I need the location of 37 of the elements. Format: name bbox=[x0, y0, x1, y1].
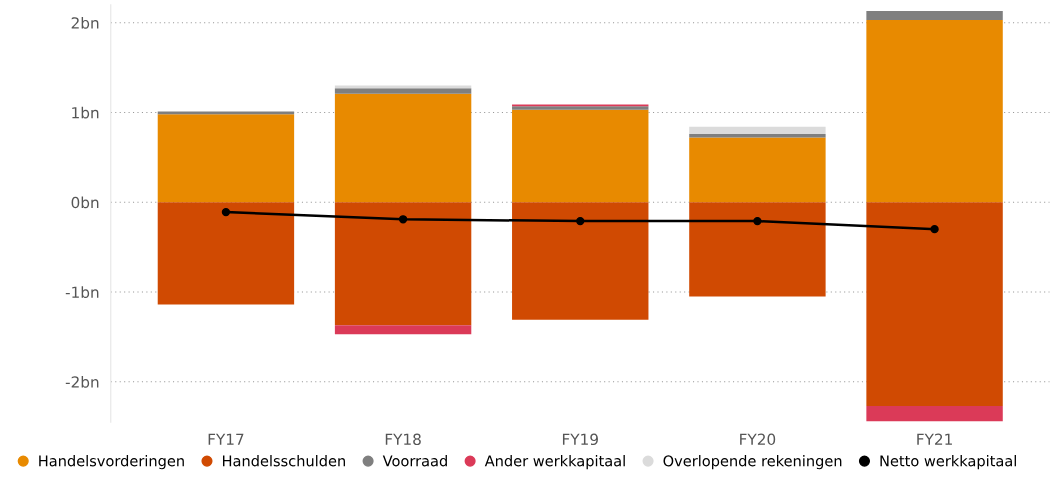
legend-label: Voorraad bbox=[382, 455, 447, 467]
point bbox=[930, 224, 939, 234]
bar bbox=[334, 93, 472, 203]
bar bbox=[866, 202, 1003, 406]
y-tick-label: 2bn bbox=[71, 16, 99, 29]
bar bbox=[157, 114, 295, 203]
bar bbox=[157, 202, 295, 305]
bar bbox=[334, 325, 472, 335]
bar bbox=[866, 11, 1003, 21]
x-tick-label: FY19 bbox=[562, 433, 598, 446]
bar bbox=[334, 202, 472, 326]
legend-label: Handelsschulden bbox=[223, 455, 345, 467]
x-tick-label: FY17 bbox=[208, 433, 244, 445]
y-tick-label: 0bn bbox=[71, 196, 99, 209]
bar bbox=[866, 20, 1003, 203]
bar bbox=[866, 405, 1003, 422]
bar bbox=[689, 202, 826, 297]
bar bbox=[689, 137, 826, 203]
x-tick-label: FY20 bbox=[740, 433, 776, 446]
x-tick-label: FY21 bbox=[917, 433, 952, 445]
y-tick-label: 1bn bbox=[72, 106, 99, 119]
bar bbox=[334, 88, 472, 94]
point bbox=[221, 207, 231, 217]
bar bbox=[689, 126, 826, 135]
legend-label: Netto werkkapitaal bbox=[880, 455, 1016, 470]
legend-label: Ander werkkapitaal bbox=[484, 455, 625, 470]
x-tick-label: FY18 bbox=[385, 433, 421, 446]
bar bbox=[689, 134, 826, 138]
y-tick-label: -2bn bbox=[65, 375, 99, 388]
bar bbox=[512, 109, 649, 203]
point bbox=[576, 216, 585, 226]
legend-label: Handelsvorderingen bbox=[39, 455, 184, 470]
legend-label: Overlopende rekeningen bbox=[663, 455, 842, 470]
y-tick-label: -1bn bbox=[65, 286, 99, 299]
bar bbox=[512, 202, 649, 320]
point bbox=[753, 216, 762, 226]
point bbox=[398, 215, 408, 224]
